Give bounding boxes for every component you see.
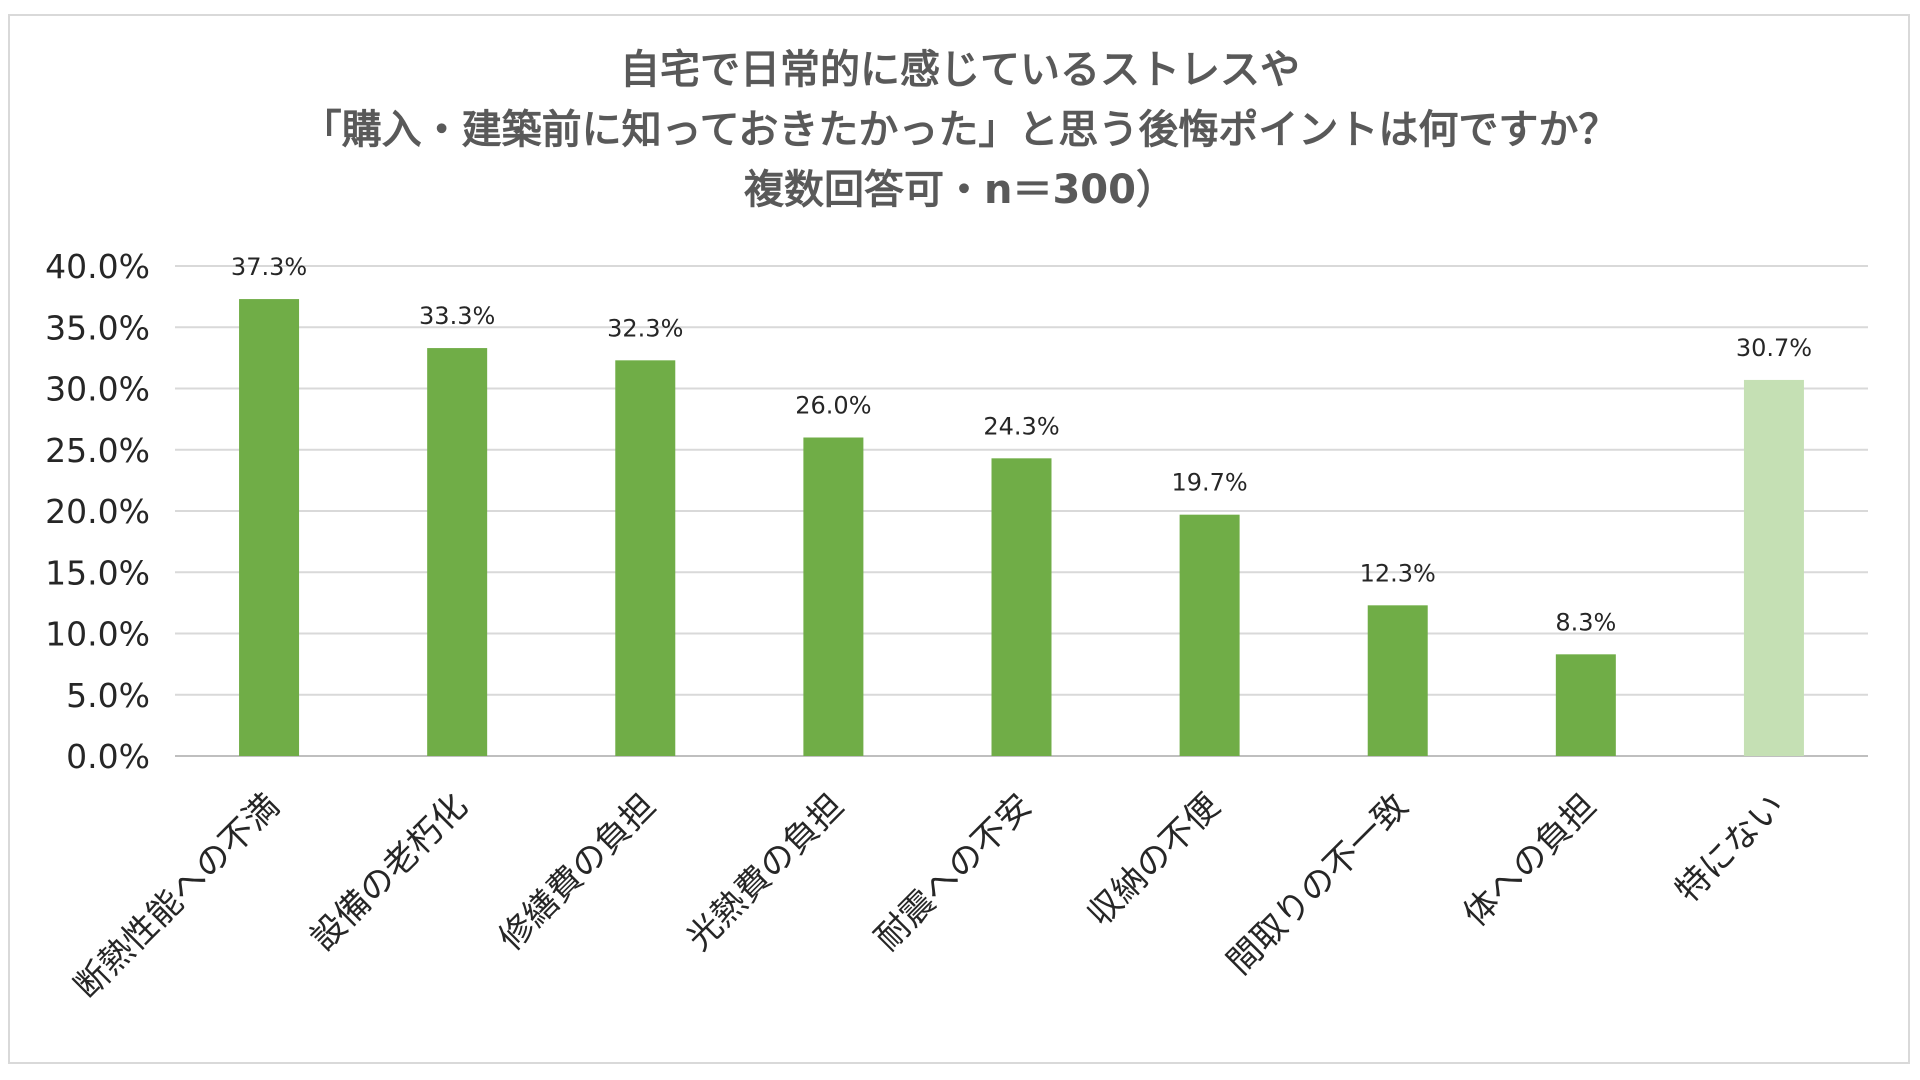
bar (1743, 379, 1804, 756)
data-label: 26.0% (795, 392, 871, 420)
chart-title-line-3: 複数回答可・n＝300） (744, 167, 1176, 213)
chart-title: 自宅で日常的に感じているストレスや 「購入・建築前に知っておきたかった」と思う後… (0, 40, 1920, 220)
bar (239, 299, 300, 756)
bar (427, 348, 488, 756)
y-tick-label: 25.0% (45, 431, 150, 470)
category-label: 間取りの不一致 (1220, 786, 1417, 983)
data-label: 32.3% (607, 314, 683, 342)
bar (991, 458, 1052, 756)
category-label: 体への負担 (1456, 786, 1604, 934)
data-label: 12.3% (1360, 559, 1436, 587)
y-tick-label: 15.0% (45, 553, 150, 592)
data-label: 33.3% (419, 302, 495, 330)
y-tick-label: 0.0% (66, 737, 150, 776)
bar (1367, 605, 1428, 756)
data-label: 8.3% (1555, 608, 1616, 636)
y-tick-label: 10.0% (45, 615, 150, 654)
data-label: 30.7% (1736, 334, 1812, 362)
chart-frame (8, 14, 1910, 1064)
bar (1179, 514, 1240, 756)
bar (615, 360, 676, 756)
data-label: 37.3% (231, 253, 307, 281)
y-tick-label: 40.0% (45, 247, 150, 286)
bar (803, 437, 864, 756)
chart-title-line-1: 自宅で日常的に感じているストレスや (620, 47, 1300, 93)
y-tick-label: 20.0% (45, 492, 150, 531)
chart-title-line-2: 「購入・建築前に知っておきたかった」と思う後悔ポイントは何ですか？ (301, 107, 1619, 153)
category-label: 収納の不便 (1079, 786, 1227, 934)
data-label: 24.3% (983, 412, 1059, 440)
category-label: 耐震への不安 (867, 786, 1040, 959)
data-label: 19.7% (1171, 469, 1247, 497)
bar (1555, 654, 1616, 756)
category-label: 修繕費の負担 (491, 786, 664, 959)
y-tick-label: 30.0% (45, 370, 150, 409)
category-label: 断熱性能への不満 (67, 786, 288, 1007)
y-tick-label: 5.0% (66, 676, 150, 715)
category-label: 設備の老朽化 (303, 786, 476, 959)
category-label: 光熱費の負担 (679, 786, 852, 959)
y-tick-label: 35.0% (45, 308, 150, 347)
category-label: 特にない (1668, 786, 1792, 910)
